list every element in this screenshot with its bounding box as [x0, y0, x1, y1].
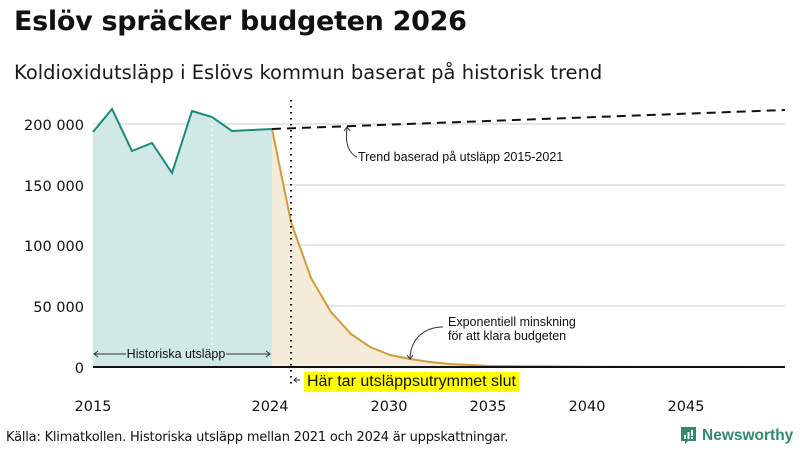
exponential-annotation-line2: för att klara budgeten [448, 329, 566, 343]
x-axis: 2015 2024 2030 2035 2040 2045 [75, 399, 705, 415]
y-axis: 200 000 150 000 100 000 50 000 0 [24, 118, 84, 377]
y-tick: 100 000 [24, 239, 84, 255]
x-tick: 2015 [75, 399, 112, 415]
newsworthy-logo-icon [681, 427, 696, 444]
chart-subtitle: Koldioxidutsläpp i Eslövs kommun baserat… [14, 61, 603, 84]
exponential-annotation-line1: Exponentiell minskning [448, 315, 576, 329]
exponential-annotation-arrow [409, 326, 444, 359]
brand-logo-group[interactable]: Newsworthy [680, 426, 793, 445]
source-note: Källa: Klimatkollen. Historiska utsläpp … [6, 430, 509, 445]
y-tick: 0 [75, 361, 84, 377]
x-tick: 2045 [668, 399, 705, 415]
y-tick: 150 000 [24, 179, 84, 195]
reduction-line [271, 128, 786, 368]
y-tick: 200 000 [24, 118, 84, 134]
trend-annotation: Trend baserad på utsläpp 2015-2021 [358, 150, 563, 164]
chart-title: Eslöv spräcker budgeten 2026 [14, 6, 467, 37]
historical-label: Historiska utsläpp [127, 347, 226, 361]
budget-end-arrow-icon [293, 377, 300, 383]
historical-line [92, 107, 273, 176]
trend-arrowhead-icon [343, 126, 351, 132]
y-tick: 50 000 [33, 300, 84, 316]
historical-area [93, 109, 272, 367]
trend-line [271, 109, 786, 130]
x-tick: 2024 [252, 399, 289, 415]
x-tick: 2030 [371, 399, 408, 415]
reduction-area [272, 129, 785, 367]
exponential-arrowhead-icon [406, 354, 414, 360]
budget-end-label: Här tar utsläppsutrymmet slut [304, 372, 519, 392]
historical-bracket [93, 350, 271, 358]
brand-name: Newsworthy [702, 426, 794, 444]
x-tick: 2035 [470, 399, 507, 415]
trend-annotation-arrow [345, 127, 358, 158]
x-tick: 2040 [569, 399, 606, 415]
